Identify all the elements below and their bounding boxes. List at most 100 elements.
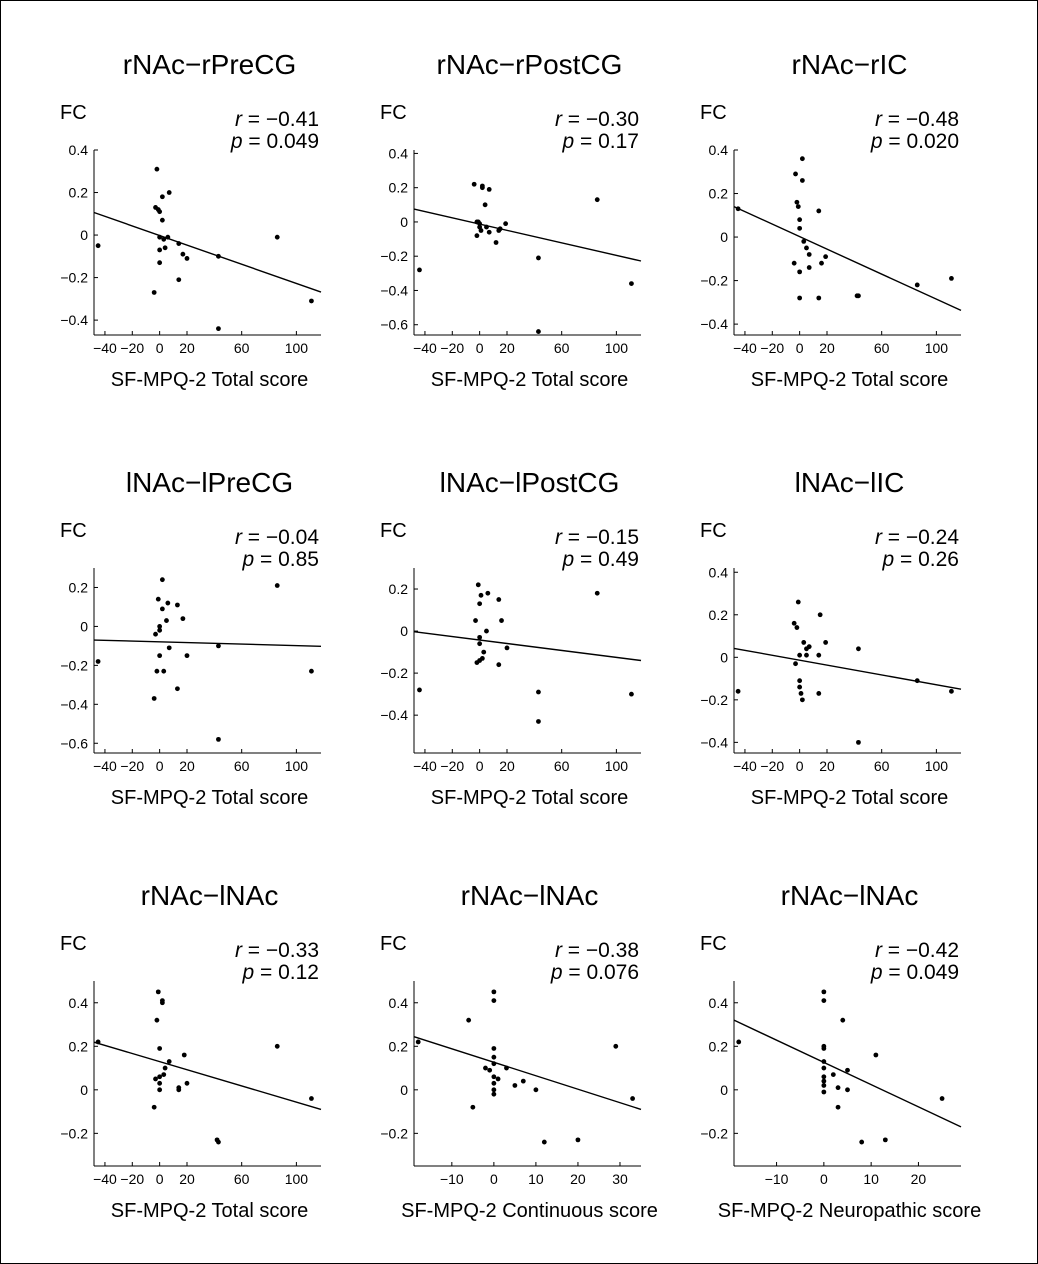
data-point (486, 229, 492, 235)
data-point (155, 989, 161, 995)
data-point (482, 202, 488, 208)
data-point (794, 199, 800, 205)
data-point (159, 194, 165, 200)
data-point (470, 1104, 476, 1110)
x-axis-label: SF-MPQ-2 Total score (111, 1200, 308, 1222)
data-point (159, 577, 165, 583)
data-point (806, 265, 812, 270)
y-tick-label: 0.2 (389, 180, 409, 196)
panel-title: rNAc−rPreCG (123, 49, 296, 80)
data-point (939, 1096, 945, 1101)
regression-line (733, 647, 962, 690)
data-point (478, 228, 484, 233)
y-tick-label: 0 (80, 618, 88, 634)
panel-3: rNAc−rIC FC r = −0.48p = 0.020 0.4 0.2 0 −0.2 −… (700, 49, 962, 391)
p-value: p = 0.26 (882, 548, 960, 571)
x-tick-label: 100 (605, 758, 629, 774)
x-tick-label: 20 (179, 1171, 195, 1187)
data-point (157, 1080, 163, 1086)
data-point (491, 1061, 497, 1067)
data-point (95, 243, 101, 249)
data-point (161, 236, 167, 242)
y-tick-label: −0.2 (700, 273, 728, 289)
data-point (797, 652, 803, 658)
data-point (804, 245, 809, 251)
x-tick-label: 20 (179, 758, 195, 774)
y-tick-label: 0.2 (709, 1038, 729, 1054)
x-tick-label: −40 (733, 340, 757, 356)
data-point (153, 1076, 158, 1082)
data-point (613, 1043, 619, 1049)
data-point (821, 1083, 827, 1088)
data-point (475, 582, 481, 588)
data-point (164, 618, 169, 623)
data-point (161, 1072, 167, 1077)
data-point (797, 684, 803, 690)
data-point (536, 719, 541, 724)
x-tick-label: −40 (413, 758, 437, 774)
data-point (797, 269, 803, 275)
data-point (817, 612, 823, 618)
x-tick-label: 100 (285, 340, 309, 356)
data-point (735, 688, 741, 694)
x-tick-label: 10 (863, 1171, 879, 1187)
x-tick-label: −20 (440, 758, 464, 774)
p-value: p = 0.076 (550, 961, 639, 984)
data-point (159, 998, 165, 1003)
x-tick-label: −20 (120, 340, 144, 356)
p-value: p = 0.49 (562, 548, 640, 571)
data-point (575, 1137, 581, 1143)
x-tick-label: 0 (476, 758, 484, 774)
data-point (491, 1091, 497, 1097)
x-tick-label: 60 (234, 1171, 250, 1187)
data-point (797, 225, 803, 231)
data-point (154, 1017, 160, 1023)
data-point (594, 590, 600, 596)
x-axis-label: SF-MPQ-2 Total score (111, 369, 308, 391)
p-value: p = 0.049 (870, 961, 959, 984)
x-tick-label: 20 (911, 1171, 927, 1187)
data-point (166, 1059, 172, 1064)
data-point (806, 252, 812, 257)
y-tick-label: −0.4 (700, 316, 728, 332)
r-statistic: r = −0.38 (555, 939, 639, 962)
data-point (157, 627, 163, 633)
y-tick-label: 0.4 (389, 145, 409, 161)
data-point (520, 1078, 526, 1084)
y-axis-label: FC (700, 933, 727, 955)
x-tick-label: 100 (285, 1171, 309, 1187)
data-point (821, 989, 827, 995)
y-tick-label: 0.4 (709, 142, 729, 158)
panel-1: rNAc−rPreCG FC r = −0.41p = 0.049 0.4 0.2 0 −0… (60, 49, 322, 391)
data-point (504, 645, 510, 651)
data-point (914, 678, 920, 684)
data-point (806, 644, 812, 650)
y-tick-label: 0 (720, 649, 728, 665)
y-axis-label: FC (380, 102, 407, 124)
x-tick-label: −40 (93, 340, 117, 356)
y-tick-label: 0.4 (709, 995, 729, 1011)
y-tick-label: −0.2 (380, 1125, 408, 1141)
data-point (845, 1067, 850, 1073)
x-axis-label: SF-MPQ-2 Total score (431, 369, 628, 391)
y-tick-label: −0.6 (60, 735, 88, 751)
data-point (486, 186, 492, 192)
data-point (473, 618, 478, 623)
data-point (816, 652, 822, 658)
y-tick-label: −0.2 (700, 692, 728, 708)
data-point (882, 1137, 888, 1143)
data-point (949, 688, 954, 694)
y-tick-label: 0.2 (389, 581, 409, 597)
data-point (821, 1089, 827, 1095)
y-tick-label: 0.4 (389, 995, 409, 1011)
panel-title: rNAc−rIC (792, 49, 908, 80)
y-tick-label: −0.4 (380, 282, 408, 298)
data-point (491, 1046, 497, 1051)
data-point (491, 989, 497, 995)
y-tick-label: −0.2 (60, 657, 88, 673)
p-value: p = 0.85 (242, 548, 320, 571)
data-point (914, 282, 920, 288)
data-point (497, 226, 503, 232)
data-point (491, 1054, 497, 1060)
